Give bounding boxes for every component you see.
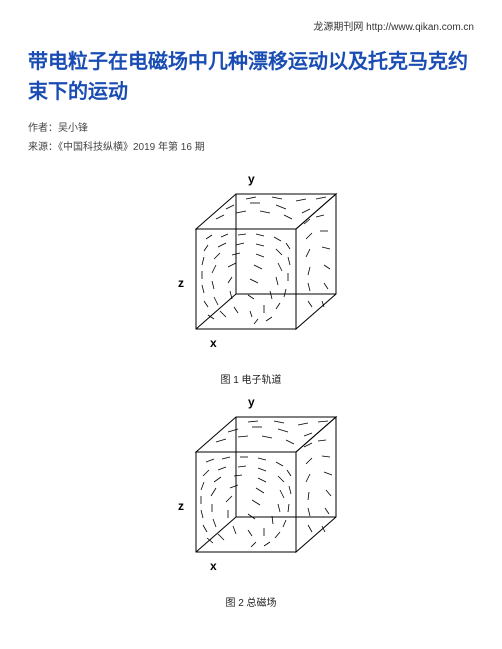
axis-x-label: x [210, 559, 217, 573]
figure-2: y z x 图 2 总磁场 [156, 392, 346, 609]
axis-x-label: x [210, 336, 217, 350]
paper-title: 带电粒子在电磁场中几种漂移运动以及托克马克约束下的运动 [28, 47, 474, 107]
source-line: 来源：《中国科技纵横》2019 年第 16 期 [28, 138, 474, 153]
axis-y-label: y [248, 172, 255, 186]
author-line: 作者：吴小锋 [28, 119, 474, 134]
axis-z-label: z [178, 499, 184, 513]
figure-2-diagram: y z x [156, 392, 346, 592]
figure-1: y z x [156, 169, 346, 386]
figure-1-diagram: y z x [156, 169, 346, 369]
axis-y-label: y [248, 395, 255, 409]
figure-2-caption: 图 2 总磁场 [225, 594, 276, 609]
axis-z-label: z [178, 276, 184, 290]
figure-1-caption: 图 1 电子轨道 [220, 371, 281, 386]
site-header: 龙源期刊网 http://www.qikan.com.cn [28, 18, 474, 33]
figures-container: y z x [28, 169, 474, 609]
